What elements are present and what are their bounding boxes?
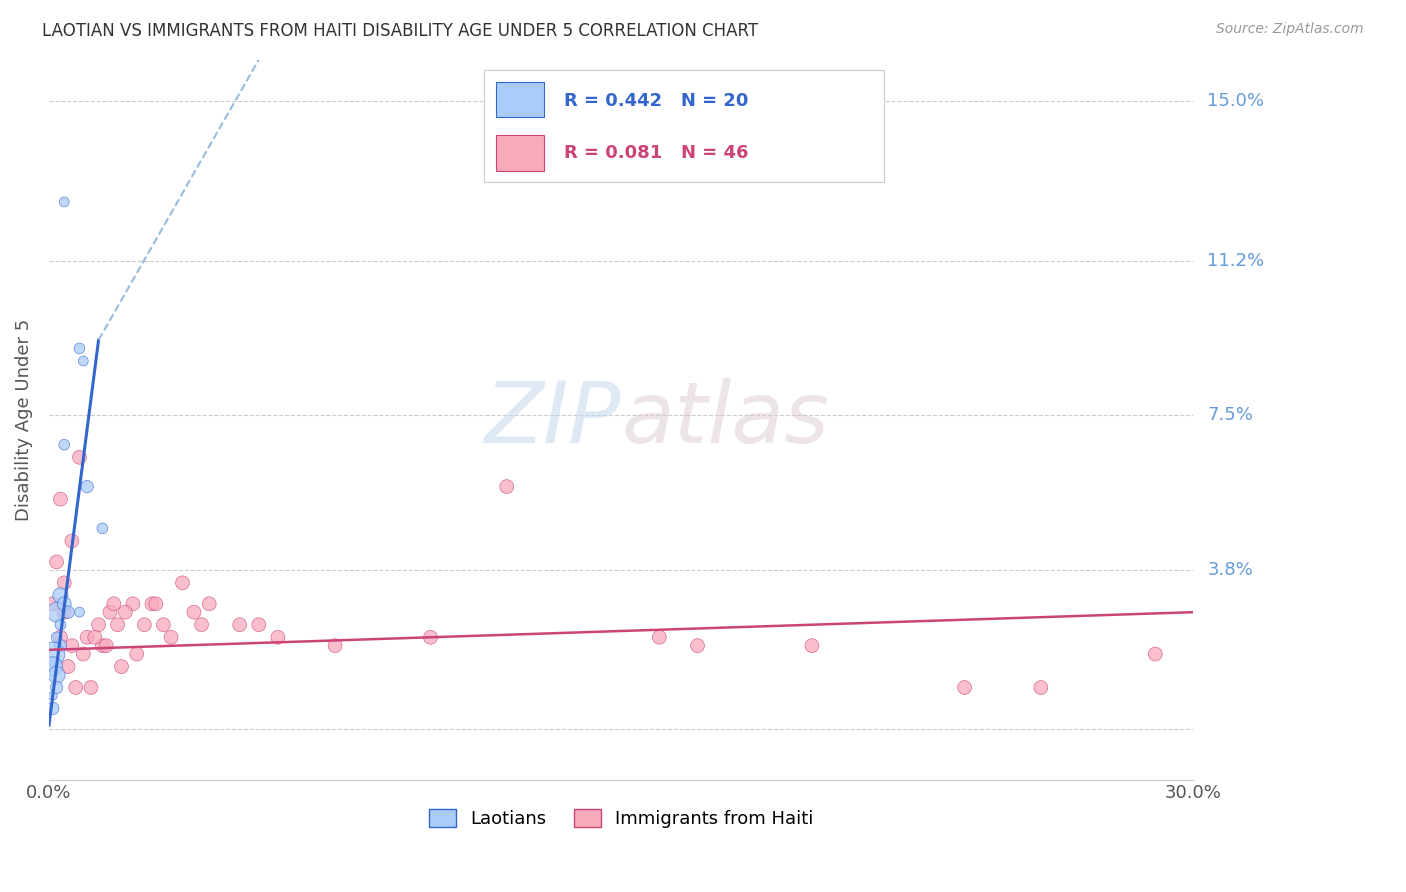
Text: atlas: atlas — [621, 378, 830, 461]
Point — [69, 342, 91, 356]
Point — [160, 630, 183, 644]
Point — [53, 438, 76, 452]
Point — [122, 597, 145, 611]
Point — [110, 659, 132, 673]
Point — [45, 605, 67, 619]
Point — [103, 597, 125, 611]
Point — [134, 617, 156, 632]
Point — [145, 597, 167, 611]
Point — [686, 639, 709, 653]
Point — [53, 597, 76, 611]
Point — [96, 639, 118, 653]
Point — [495, 479, 517, 493]
Point — [49, 630, 72, 644]
Point — [648, 630, 671, 644]
Point — [76, 479, 98, 493]
Point — [69, 605, 91, 619]
Point — [72, 354, 94, 368]
Point — [107, 617, 129, 632]
Point — [228, 617, 250, 632]
Point — [91, 639, 114, 653]
Point — [91, 521, 114, 535]
Point — [45, 630, 67, 644]
Point — [98, 605, 121, 619]
Point — [152, 617, 174, 632]
Point — [72, 647, 94, 661]
Point — [60, 639, 83, 653]
Point — [42, 647, 65, 661]
Point — [83, 630, 105, 644]
Point — [267, 630, 290, 644]
Point — [80, 681, 103, 695]
Text: 3.8%: 3.8% — [1208, 561, 1253, 579]
Point — [247, 617, 270, 632]
Point — [183, 605, 205, 619]
Point — [53, 575, 76, 590]
Text: 15.0%: 15.0% — [1208, 93, 1264, 111]
Text: 11.2%: 11.2% — [1208, 252, 1264, 269]
Point — [60, 534, 83, 549]
Point — [172, 575, 194, 590]
Point — [65, 681, 87, 695]
Point — [56, 605, 79, 619]
Point — [141, 597, 163, 611]
Text: LAOTIAN VS IMMIGRANTS FROM HAITI DISABILITY AGE UNDER 5 CORRELATION CHART: LAOTIAN VS IMMIGRANTS FROM HAITI DISABIL… — [42, 22, 758, 40]
Text: 7.5%: 7.5% — [1208, 407, 1253, 425]
Point — [45, 668, 67, 682]
Text: Source: ZipAtlas.com: Source: ZipAtlas.com — [1216, 22, 1364, 37]
Point — [45, 681, 67, 695]
Point — [45, 555, 67, 569]
Point — [190, 617, 212, 632]
Text: ZIP: ZIP — [485, 378, 621, 461]
Point — [49, 639, 72, 653]
Point — [42, 701, 65, 715]
Point — [53, 605, 76, 619]
Y-axis label: Disability Age Under 5: Disability Age Under 5 — [15, 318, 32, 521]
Point — [198, 597, 221, 611]
Point — [87, 617, 110, 632]
Point — [69, 450, 91, 465]
Point — [76, 630, 98, 644]
Point — [42, 659, 65, 673]
Point — [125, 647, 148, 661]
Point — [53, 194, 76, 209]
Point — [42, 689, 65, 703]
Legend: Laotians, Immigrants from Haiti: Laotians, Immigrants from Haiti — [422, 802, 821, 836]
Point — [42, 597, 65, 611]
Point — [49, 492, 72, 507]
Point — [56, 659, 79, 673]
Point — [1029, 681, 1052, 695]
Point — [1144, 647, 1167, 661]
Point — [49, 617, 72, 632]
Point — [323, 639, 346, 653]
Point — [800, 639, 823, 653]
Point — [114, 605, 136, 619]
Point — [953, 681, 976, 695]
Point — [49, 589, 72, 603]
Point — [419, 630, 441, 644]
